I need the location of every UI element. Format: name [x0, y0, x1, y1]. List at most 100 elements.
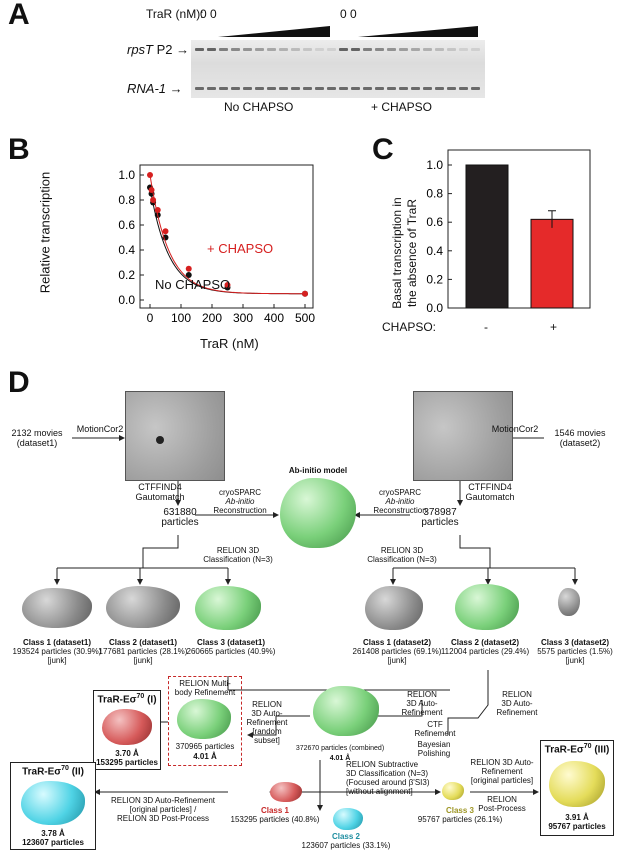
orig-r2: Refinement: [481, 767, 523, 776]
data-point-0: [185, 272, 192, 278]
class-label-6: Class 3 (dataset2) 5575 particles (1.5%)[…: [530, 638, 617, 665]
data-point-1: [148, 187, 155, 193]
particles-count-dataset2: 378987 particles: [410, 508, 470, 528]
gel-band-rna1: [339, 87, 348, 90]
trar-structure-i-box: TraR-Eσ70 (I) 3.70 Å 153295 particles: [93, 690, 161, 770]
trar-structure-iii-box: TraR-Eσ70 (III) 3.91 Å 95767 particles: [540, 740, 614, 836]
class3-dataset1-map: [195, 586, 261, 630]
cryosparc-1: cryoSPARC: [218, 488, 262, 497]
ctf-refinement-word: Refinement: [414, 729, 456, 738]
subtr-class3-name: Class 3: [445, 806, 475, 815]
subtr-line3: (Focused around β'SI3): [346, 778, 430, 787]
dataset1-label: (dataset1): [16, 438, 58, 448]
ctffind-label-1: CTFFIND4: [138, 482, 182, 492]
trar-ii-title: TraR-Eσ70 (II): [13, 765, 93, 777]
bayesian-polishing-label: Bayesian Polishing: [404, 740, 464, 758]
multibody-line2: body Refinement: [174, 688, 236, 697]
gel-band-rna1: [231, 87, 240, 90]
gel-band-rpst: [471, 48, 480, 51]
gel-band-rpst: [387, 48, 396, 51]
movies-dataset2: 1546 movies (dataset2): [545, 428, 615, 448]
panel-letter-a: A: [8, 0, 30, 31]
gel-band-rna1: [459, 87, 468, 90]
trar-iii-title-text: TraR-Eσ: [544, 744, 584, 756]
trar-i-map: [102, 709, 152, 745]
xtick-label-b: 0: [147, 311, 154, 325]
relion3d-classif-2: RELION 3D Classification (N=3): [352, 546, 452, 564]
abinitio-model-map: [280, 478, 356, 548]
class1-dataset1-map: [22, 588, 92, 628]
micrograph-dataset1: [125, 391, 225, 481]
gel-band-rpst: [351, 48, 360, 51]
data-point-1: [154, 207, 161, 213]
rna1-label: RNA-1 →: [127, 81, 183, 96]
ytick-label-b: 0.8: [118, 193, 135, 207]
chapso-condition-label: CHAPSO:: [382, 320, 437, 334]
xtick-label-b: 400: [264, 311, 284, 325]
original-particles-right-label: RELION 3D Auto- Refinement [original par…: [462, 758, 542, 813]
combined-particles-label: 372670 particles (combined): [295, 745, 385, 752]
ytick-label-c: 0.0: [426, 301, 443, 315]
gel-band-rpst: [339, 48, 348, 51]
ytick-label-b: 0.6: [118, 218, 135, 232]
relion-autorefine-right: RELION 3D Auto- Refinement: [492, 690, 542, 717]
rand-line1: RELION: [252, 700, 282, 709]
class-detail: 112004 particles (29.4%): [440, 647, 530, 656]
trar-ii-sup: 70: [61, 765, 69, 772]
chapso-plus-label: +: [550, 320, 558, 334]
orig-r1: RELION 3D Auto-: [470, 758, 534, 767]
rand-line4: [random: [252, 727, 282, 736]
relion-r1: RELION: [502, 690, 532, 699]
relion-r2: 3D Auto-: [501, 699, 533, 708]
relion-r3: Refinement: [496, 708, 538, 717]
ctf-label: CTF: [427, 720, 443, 729]
gel-image: [191, 40, 485, 98]
motioncor-label-2: MotionCor2: [491, 424, 539, 434]
ytick-label-c: 0.4: [426, 244, 443, 258]
class-tag: [junk]: [565, 656, 585, 665]
class-name: Class 1 (dataset2): [362, 638, 432, 647]
class-label-3: Class 3 (dataset1) 260665 particles (40.9…: [186, 638, 276, 656]
relion-l1: RELION: [407, 690, 437, 699]
data-point-1: [185, 265, 192, 272]
gel-band-rpst: [231, 48, 240, 51]
no-chapso-label: No CHAPSO: [224, 100, 294, 114]
gel-band-rna1: [435, 87, 444, 90]
trar-ii-particles: 123607 particles: [22, 838, 84, 847]
orig-l2: [original particles] /: [129, 805, 197, 814]
class1-dataset2-map: [365, 586, 423, 630]
traR-concentration-label: TraR (nM):: [146, 7, 204, 21]
class-detail: 260665 particles (40.9%): [186, 647, 276, 656]
reconstruction-1: Reconstruction: [213, 506, 267, 515]
gel-band-rpst: [435, 48, 444, 51]
ytick-label-b: 0.4: [118, 243, 135, 257]
gel-band-rpst: [291, 48, 300, 51]
trar-iii-roman: (III): [591, 744, 610, 756]
class2-dataset2-map: [455, 584, 519, 630]
multibody-particles: 370965 particles: [175, 742, 235, 751]
ytick-label-c: 0.2: [426, 272, 443, 286]
particles-number-2: 378987: [423, 507, 457, 518]
panel-b-chart: 1.0 0.8 0.6 0.4 0.2 0.0 0 100 200 300 400 500: [118, 164, 315, 325]
gel-band-rpst: [303, 48, 312, 51]
gel-band-rna1: [351, 87, 360, 90]
xtick-label-b: 300: [233, 311, 253, 325]
gel-band-rpst: [411, 48, 420, 51]
particles-number-1: 631880: [163, 507, 197, 518]
orig-r5: Post-Process: [478, 804, 526, 813]
ctffind-label-2: CTFFIND4: [468, 482, 512, 492]
class-name: Class 3 (dataset1): [196, 638, 266, 647]
xtick-label-b: 200: [202, 311, 222, 325]
trar-structure-ii-box: TraR-Eσ70 (II) 3.78 Å 123607 particles: [10, 762, 96, 850]
polishing-label: Polishing: [417, 749, 451, 758]
subtractive-classification-label: RELION Subtractive 3D Classification (N=…: [346, 760, 456, 796]
data-point-1: [150, 197, 157, 203]
subtr-class1-label: Class 1 153295 particles (40.8%): [225, 806, 325, 824]
subtr-class3-detail: 95767 particles (26.1%): [417, 815, 503, 824]
data-point-1: [302, 290, 308, 297]
micrograph-particle-dot: [156, 436, 164, 444]
gel-band-rpst: [327, 48, 336, 51]
gradient-triangle-right: [358, 26, 478, 37]
rna1-text: RNA-1: [127, 81, 167, 96]
gautomatch-label-2: Gautomatch: [465, 492, 515, 502]
